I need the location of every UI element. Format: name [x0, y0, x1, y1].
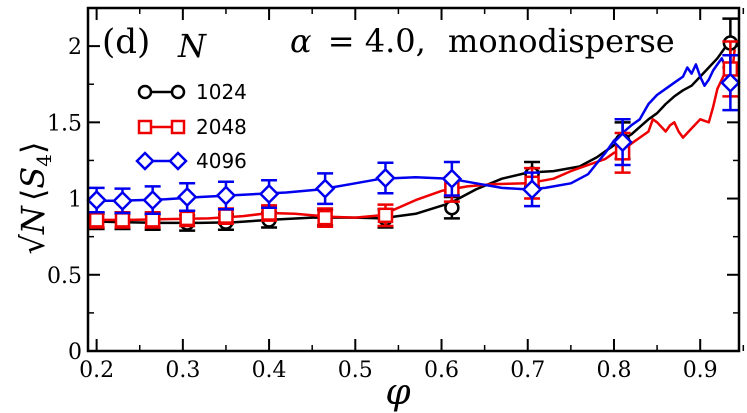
svg-text:√N⟨S4⟩: √N ⟨S4⟩	[14, 141, 56, 254]
data-point-4096	[720, 54, 741, 112]
points-layer	[86, 17, 741, 232]
y-title-sub: 4	[32, 154, 56, 167]
data-point-4096	[314, 172, 336, 206]
x-tick-label: 0.8	[596, 358, 631, 383]
x-tick-label: 0.2	[79, 358, 114, 383]
data-point-2048	[217, 207, 234, 225]
marker-diamond	[215, 185, 237, 206]
data-point-4096	[215, 180, 237, 211]
x-axis-title: φ	[385, 372, 411, 413]
y-title-n: N	[14, 205, 52, 235]
legend-entry-4096: 4096	[135, 149, 247, 173]
x-tick-label: 0.5	[338, 358, 373, 383]
y-tick-label: 0	[68, 340, 82, 365]
marker-square	[179, 210, 195, 227]
legend-marker-4096	[135, 151, 155, 171]
marker-diamond	[142, 189, 163, 211]
marker-diamond	[521, 179, 543, 200]
y-title-langle: ⟨	[14, 189, 52, 201]
legend-marker-2048-end	[170, 119, 186, 135]
data-point-4096	[176, 182, 198, 213]
data-point-4096	[612, 118, 633, 167]
legend-marker-1024-end	[170, 84, 186, 100]
data-point-4096	[521, 171, 543, 208]
legend-label-2048: 2048	[196, 115, 247, 139]
marker-square	[377, 207, 394, 224]
marker-diamond	[375, 167, 396, 189]
y-tick-label: 2	[68, 35, 82, 60]
panel-label: (d)	[102, 22, 150, 62]
data-point-4096	[142, 185, 163, 216]
marker-diamond	[176, 186, 198, 208]
y-tick-label: 0.5	[47, 264, 82, 289]
y-tick-label: 1.5	[47, 111, 82, 136]
marker-square	[114, 212, 131, 228]
marker-diamond	[86, 189, 107, 211]
marker-diamond	[258, 183, 280, 205]
legend-marker-4096-end	[168, 151, 188, 171]
data-point-4096	[375, 161, 396, 195]
x-tick-label: 0.4	[252, 358, 287, 383]
y-title-sqrt: √	[14, 234, 52, 255]
legend-entry-1024: 1024	[137, 80, 247, 104]
marker-diamond	[441, 168, 463, 190]
annotation-alpha: α	[290, 22, 312, 60]
legend-title: N	[177, 27, 207, 65]
x-tick-label: 0.7	[510, 358, 545, 383]
marker-circle	[444, 199, 460, 216]
data-point-2048	[114, 211, 131, 229]
annotation: α = 4.0, monodisperse	[290, 22, 675, 60]
plot-frame	[86, 6, 741, 353]
legend-label-1024: 1024	[196, 80, 247, 104]
annotation-regime: monodisperse	[448, 22, 675, 60]
data-point-2048	[377, 203, 394, 228]
marker-square	[317, 209, 333, 226]
y-title-rangle: ⟩	[14, 141, 52, 153]
marker-square	[88, 212, 105, 228]
marker-square	[218, 208, 234, 224]
marker-diamond	[314, 178, 336, 199]
legend: 1024 2048 4096	[135, 80, 247, 173]
annotation-equals: = 4.0,	[328, 22, 426, 60]
legend-marker-2048	[137, 119, 153, 135]
data-point-4096	[86, 186, 107, 214]
legend-entry-2048: 2048	[137, 115, 247, 139]
x-tick-label: 0.6	[424, 358, 459, 383]
data-point-4096	[441, 160, 463, 197]
data-point-4096	[258, 179, 280, 209]
y-axis-title: √N ⟨S4⟩	[14, 141, 56, 254]
marker-diamond	[612, 131, 633, 153]
legend-label-4096: 4096	[196, 149, 247, 173]
axes-layer: 0.2 0.3 0.4 0.5 0.6 0.7 0.8 0.9 0 0.5 1 1.5 2	[47, 8, 745, 383]
data-point-2048	[317, 207, 334, 229]
data-point-2048	[88, 211, 105, 229]
x-tick-label: 0.3	[165, 358, 200, 383]
marker-diamond	[112, 190, 133, 212]
x-tick-label: 0.9	[683, 358, 718, 383]
legend-marker-1024	[137, 84, 153, 100]
marker-square	[144, 212, 161, 228]
data-point-2048	[179, 209, 196, 228]
marker-diamond	[720, 72, 741, 93]
data-point-4096	[112, 187, 133, 215]
y-tick-label: 1	[68, 188, 82, 213]
frame-layer	[86, 6, 741, 353]
series-line-2048	[92, 49, 736, 222]
y-title-s: S	[14, 167, 52, 189]
